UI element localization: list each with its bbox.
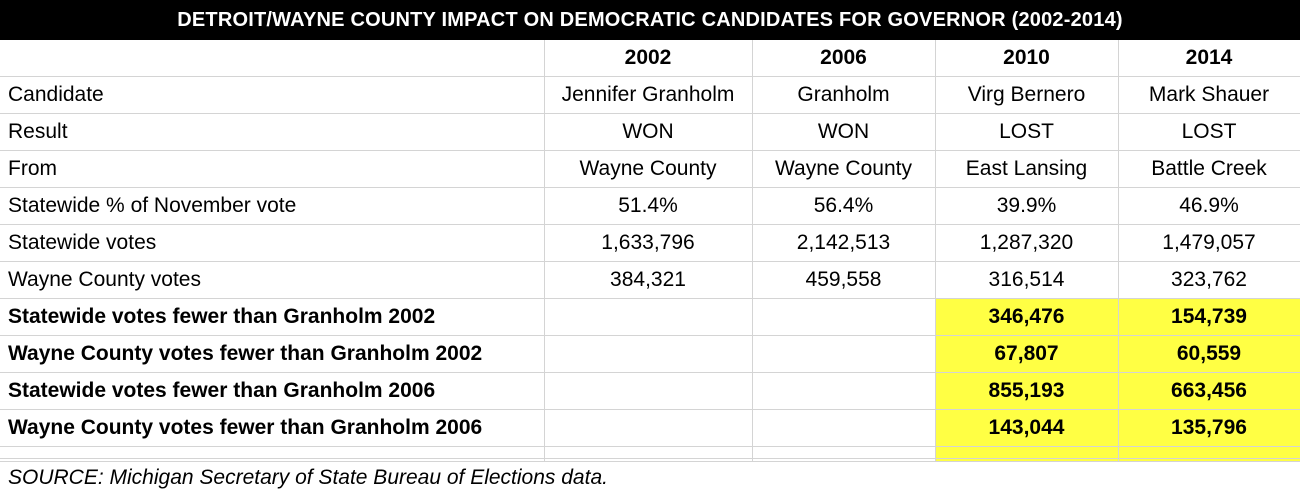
table-cell: East Lansing bbox=[935, 150, 1119, 188]
table-cell: 459,558 bbox=[752, 261, 936, 299]
data-table: 2002 2006 2010 2014 Candidate Jennifer G… bbox=[0, 40, 1300, 462]
table-cell: Wayne County bbox=[752, 150, 936, 188]
table-cell: 316,514 bbox=[935, 261, 1119, 299]
table-cell bbox=[544, 335, 753, 373]
table-row: From Wayne County Wayne County East Lans… bbox=[0, 150, 1300, 188]
table-row: Candidate Jennifer Granholm Granholm Vir… bbox=[0, 76, 1300, 114]
year-2010-header: 2010 bbox=[935, 40, 1119, 77]
table-cell bbox=[544, 372, 753, 410]
row-label: Wayne County votes fewer than Granholm 2… bbox=[0, 335, 545, 373]
table-cell: WON bbox=[544, 113, 753, 151]
table-cell: Granholm bbox=[752, 76, 936, 114]
year-2014-header: 2014 bbox=[1118, 40, 1300, 77]
table-cell: WON bbox=[752, 113, 936, 151]
table-cell: Mark Shauer bbox=[1118, 76, 1300, 114]
table-cell: 56.4% bbox=[752, 187, 936, 225]
header-blank-cell bbox=[0, 40, 545, 77]
table-row: Result WON WON LOST LOST bbox=[0, 113, 1300, 151]
table-cell bbox=[752, 298, 936, 336]
year-2002-header: 2002 bbox=[544, 40, 753, 77]
table-row: Statewide votes fewer than Granholm 2006… bbox=[0, 372, 1300, 410]
year-2006-header: 2006 bbox=[752, 40, 936, 77]
table-row: Statewide votes 1,633,796 2,142,513 1,28… bbox=[0, 224, 1300, 262]
table-cell: 1,479,057 bbox=[1118, 224, 1300, 262]
highlighted-cell: 143,044 bbox=[935, 409, 1119, 447]
row-label: Wayne County votes fewer than Granholm 2… bbox=[0, 409, 545, 447]
highlighted-cell: 663,456 bbox=[1118, 372, 1300, 410]
table-row: Wayne County votes 384,321 459,558 316,5… bbox=[0, 261, 1300, 299]
table-cell: 323,762 bbox=[1118, 261, 1300, 299]
row-label: Wayne County votes bbox=[0, 261, 545, 299]
row-label: Statewide votes fewer than Granholm 2006 bbox=[0, 372, 545, 410]
row-label: Statewide votes bbox=[0, 224, 545, 262]
row-label: From bbox=[0, 150, 545, 188]
highlighted-cell: 855,193 bbox=[935, 372, 1119, 410]
table-cell: LOST bbox=[1118, 113, 1300, 151]
row-label: Statewide votes fewer than Granholm 2002 bbox=[0, 298, 545, 336]
row-label: Statewide % of November vote bbox=[0, 187, 545, 225]
source-note: SOURCE: Michigan Secretary of State Bure… bbox=[0, 458, 1300, 497]
highlighted-cell: 67,807 bbox=[935, 335, 1119, 373]
highlighted-cell: 135,796 bbox=[1118, 409, 1300, 447]
table-cell: 384,321 bbox=[544, 261, 753, 299]
table-cell: LOST bbox=[935, 113, 1119, 151]
highlighted-cell: 60,559 bbox=[1118, 335, 1300, 373]
row-label: Candidate bbox=[0, 76, 545, 114]
highlighted-cell: 154,739 bbox=[1118, 298, 1300, 336]
table-cell: 1,287,320 bbox=[935, 224, 1119, 262]
table-title: DETROIT/WAYNE COUNTY IMPACT ON DEMOCRATI… bbox=[0, 0, 1300, 40]
year-header-row: 2002 2006 2010 2014 bbox=[0, 40, 1300, 77]
table-cell bbox=[544, 298, 753, 336]
table-cell: Virg Bernero bbox=[935, 76, 1119, 114]
table-cell: Battle Creek bbox=[1118, 150, 1300, 188]
table-cell bbox=[752, 409, 936, 447]
table-row: Wayne County votes fewer than Granholm 2… bbox=[0, 409, 1300, 447]
table-cell: 51.4% bbox=[544, 187, 753, 225]
table-row: Wayne County votes fewer than Granholm 2… bbox=[0, 335, 1300, 373]
highlighted-cell: 346,476 bbox=[935, 298, 1119, 336]
table-row: Statewide % of November vote 51.4% 56.4%… bbox=[0, 187, 1300, 225]
table-cell: 46.9% bbox=[1118, 187, 1300, 225]
table-cell: 1,633,796 bbox=[544, 224, 753, 262]
table-row: Statewide votes fewer than Granholm 2002… bbox=[0, 298, 1300, 336]
table-cell: Jennifer Granholm bbox=[544, 76, 753, 114]
table-cell bbox=[752, 372, 936, 410]
table-cell bbox=[544, 409, 753, 447]
table-cell bbox=[752, 335, 936, 373]
table-cell: Wayne County bbox=[544, 150, 753, 188]
table-cell: 39.9% bbox=[935, 187, 1119, 225]
row-label: Result bbox=[0, 113, 545, 151]
table-cell: 2,142,513 bbox=[752, 224, 936, 262]
